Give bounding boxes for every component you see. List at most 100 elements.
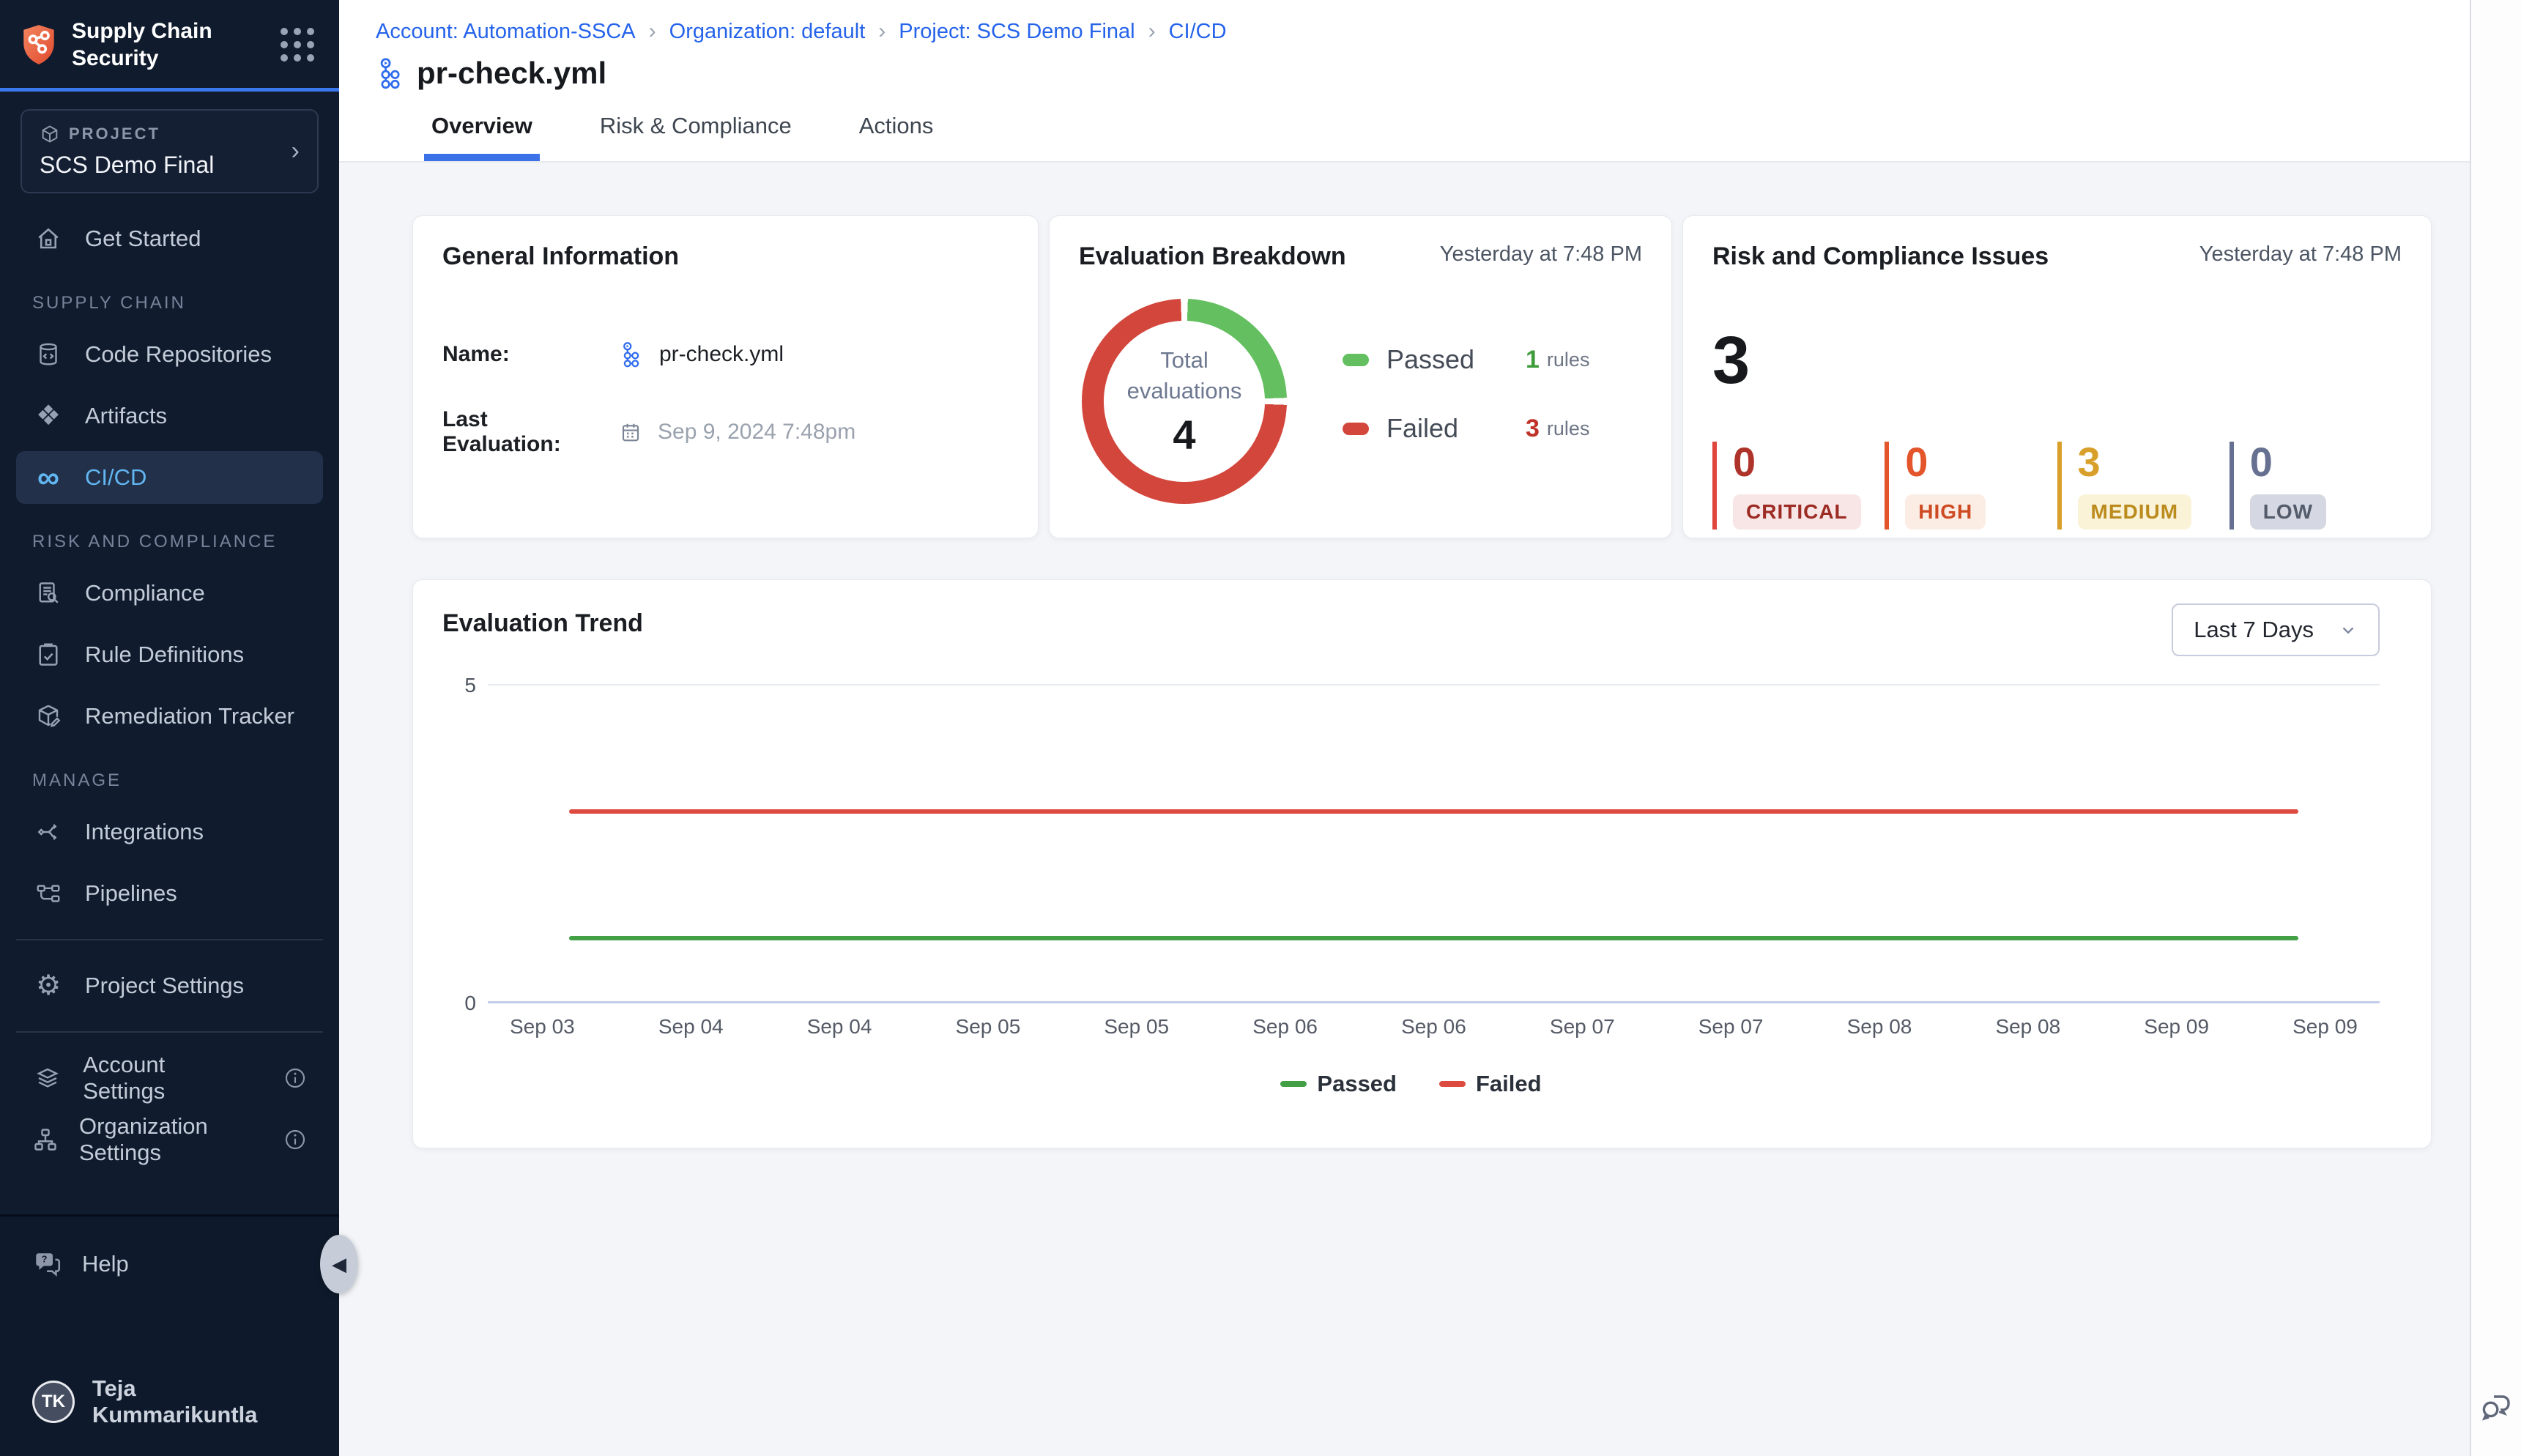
axis-tick-label: Sep 08 <box>1995 1015 2060 1039</box>
name-label: Name: <box>442 342 604 367</box>
sidebar-item-organization-settings[interactable]: Organization Settings <box>16 1113 323 1166</box>
axis-tick-label: Sep 06 <box>1252 1015 1318 1039</box>
user-menu[interactable]: TK Teja Kummarikuntla <box>21 1370 319 1434</box>
tab-overview[interactable]: Overview <box>424 113 540 161</box>
breadcrumb-project[interactable]: Project: SCS Demo Final <box>899 20 1135 44</box>
card-title: Evaluation Trend <box>442 609 643 638</box>
severity-badge: CRITICAL <box>1733 494 1861 530</box>
info-icon[interactable] <box>283 1066 307 1090</box>
sidebar-item-integrations[interactable]: Integrations <box>16 806 323 858</box>
sidebar-item-rule-definitions[interactable]: Rule Definitions <box>16 628 323 681</box>
artifacts-icon: ❖ <box>32 402 64 430</box>
axis-tick-label: Sep 09 <box>2144 1015 2209 1039</box>
y-axis-tick-5: 5 <box>464 674 476 697</box>
page-header: Account: Automation-SSCA › Organization:… <box>339 0 2521 163</box>
project-eyebrow-label: PROJECT <box>69 125 160 144</box>
axis-tick-label: Sep 07 <box>1550 1015 1615 1039</box>
app-switcher-grid-icon[interactable] <box>276 23 319 66</box>
severity-count: 3 <box>2078 442 2229 483</box>
sidebar-item-label: Artifacts <box>85 403 167 429</box>
sidebar-nav: Get Started SUPPLY CHAIN Code Repositori… <box>0 193 339 1214</box>
user-name: Teja Kummarikuntla <box>92 1375 307 1428</box>
sidebar-item-cicd[interactable]: ∞ CI/CD <box>16 451 323 504</box>
breadcrumb-account[interactable]: Account: Automation-SSCA <box>376 20 636 44</box>
failed-swatch <box>1343 423 1369 435</box>
trend-legend: Passed Failed <box>442 1071 2380 1097</box>
breadcrumb-organization[interactable]: Organization: default <box>669 20 866 44</box>
sidebar-item-label: Project Settings <box>85 973 244 999</box>
right-rail <box>2470 0 2521 1456</box>
legend-item-passed[interactable]: Passed <box>1280 1071 1397 1097</box>
legend-unit: rules <box>1547 417 1590 440</box>
sidebar-item-artifacts[interactable]: ❖ Artifacts <box>16 390 323 442</box>
sidebar-item-account-settings[interactable]: Account Settings <box>16 1052 323 1104</box>
last-evaluation-label: Last Evaluation: <box>442 407 604 457</box>
legend-item-failed[interactable]: Failed <box>1439 1071 1542 1097</box>
svg-text:?: ? <box>41 1254 47 1265</box>
section-label-supply-chain: SUPPLY CHAIN <box>32 293 323 313</box>
sidebar-item-get-started[interactable]: Get Started <box>16 212 323 265</box>
trend-line-passed <box>569 936 2298 940</box>
breadcrumb-separator: › <box>878 19 885 44</box>
general-information-card: General Information Name: <box>412 215 1039 538</box>
help-label: Help <box>82 1251 129 1277</box>
legend-row-passed: Passed 1 rules <box>1343 344 1589 375</box>
gear-icon: ⚙ <box>32 972 64 1000</box>
evaluations-donut-chart: Total evaluations 4 <box>1082 299 1287 504</box>
passed-line-swatch <box>1280 1081 1307 1087</box>
app-title: Supply Chain Security <box>72 18 261 72</box>
sidebar-item-label: Rule Definitions <box>85 642 244 668</box>
sidebar-accent-rule <box>0 88 339 92</box>
sidebar-item-remediation-tracker[interactable]: Remediation Tracker <box>16 690 323 743</box>
sidebar-item-label: Organization Settings <box>79 1113 242 1166</box>
overview-content: General Information Name: <box>339 163 2521 1456</box>
sidebar-item-label: Account Settings <box>83 1052 242 1104</box>
section-label-risk-compliance: RISK AND COMPLIANCE <box>32 532 323 552</box>
sidebar-item-project-settings[interactable]: ⚙ Project Settings <box>16 959 323 1012</box>
clipboard-check-icon <box>32 642 64 668</box>
severity-count: 0 <box>1733 442 1885 483</box>
help-button[interactable]: ? Help <box>21 1243 319 1285</box>
sidebar-item-code-repositories[interactable]: Code Repositories <box>16 328 323 381</box>
severity-badge: LOW <box>2250 494 2326 530</box>
donut-center-label: Total evaluations <box>1118 345 1250 406</box>
sidebar-divider <box>16 939 323 940</box>
page-title: pr-check.yml <box>417 56 606 91</box>
axis-tick-label: Sep 06 <box>1401 1015 1466 1039</box>
legend-label: Passed <box>1386 344 1526 375</box>
chat-launcher-icon[interactable] <box>2479 1389 2514 1424</box>
severity-critical: 0 CRITICAL <box>1712 442 1885 530</box>
severity-medium: 3 MEDIUM <box>2057 442 2229 530</box>
trend-line-failed <box>569 809 2298 814</box>
severity-badge: HIGH <box>1905 494 1986 530</box>
trend-plot-area <box>488 684 2380 1003</box>
remediation-box-icon <box>32 703 64 729</box>
integrations-icon <box>32 819 64 845</box>
trend-range-select[interactable]: Last 7 Days <box>2172 603 2380 656</box>
sidebar-item-compliance[interactable]: Compliance <box>16 567 323 620</box>
x-axis-labels: Sep 03Sep 04Sep 04Sep 05Sep 05Sep 06Sep … <box>488 1015 2380 1039</box>
compliance-doc-icon <box>32 580 64 606</box>
last-evaluation-value: Sep 9, 2024 7:48pm <box>658 420 855 445</box>
sidebar-item-label: Compliance <box>85 580 205 606</box>
tab-bar: Overview Risk & Compliance Actions <box>376 113 2521 161</box>
legend-label: Passed <box>1317 1071 1397 1097</box>
section-label-manage: MANAGE <box>32 770 323 791</box>
account-layers-icon <box>32 1065 62 1091</box>
sidebar-item-label: Pipelines <box>85 880 177 907</box>
organization-icon <box>32 1126 59 1153</box>
cicd-infinity-icon: ∞ <box>32 462 64 493</box>
project-selector[interactable]: PROJECT SCS Demo Final › <box>21 109 319 193</box>
collapse-arrow-icon: ◀ <box>332 1253 346 1276</box>
breadcrumb-cicd[interactable]: CI/CD <box>1169 20 1227 44</box>
sidebar-item-pipelines[interactable]: Pipelines <box>16 867 323 920</box>
severity-high: 0 HIGH <box>1885 442 2057 530</box>
tab-risk-compliance[interactable]: Risk & Compliance <box>593 113 799 161</box>
chevron-down-icon <box>2339 620 2358 639</box>
sidebar-collapse-handle[interactable]: ◀ <box>320 1235 358 1293</box>
info-icon[interactable] <box>283 1128 307 1151</box>
axis-tick-label: Sep 05 <box>1104 1015 1169 1039</box>
tab-actions[interactable]: Actions <box>852 113 941 161</box>
project-cube-icon <box>40 124 60 144</box>
axis-tick-label: Sep 07 <box>1698 1015 1764 1039</box>
